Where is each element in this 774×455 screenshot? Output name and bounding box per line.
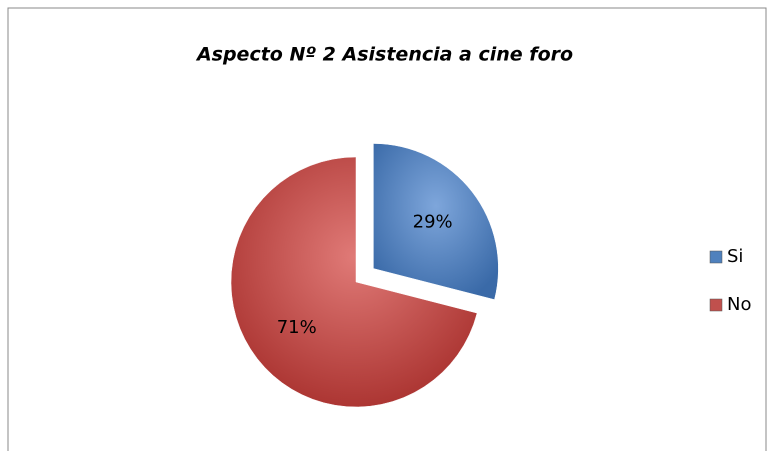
chart-border [7, 7, 767, 451]
legend-swatch [709, 250, 723, 264]
data-label: 29% [413, 212, 453, 233]
data-label: 71% [277, 317, 317, 338]
legend-label: No [727, 294, 751, 315]
legend-label: Si [727, 246, 743, 267]
legend-swatch [709, 298, 723, 312]
pie-slice [230, 156, 478, 408]
pie-slice [373, 143, 499, 300]
chart-title: Aspecto Nº 2 Asistencia a cine foro [195, 44, 573, 66]
